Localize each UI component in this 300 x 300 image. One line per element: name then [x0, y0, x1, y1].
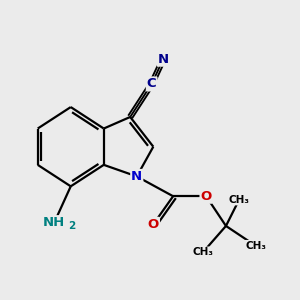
Text: NH: NH	[43, 216, 65, 229]
Text: CH₃: CH₃	[245, 241, 266, 251]
Text: O: O	[148, 218, 159, 231]
Text: N: N	[158, 53, 169, 66]
Text: C: C	[147, 77, 157, 91]
Text: N: N	[131, 170, 142, 183]
Text: 2: 2	[68, 220, 75, 231]
Text: O: O	[200, 190, 212, 203]
Text: CH₃: CH₃	[229, 194, 250, 205]
Text: CH₃: CH₃	[192, 248, 213, 257]
